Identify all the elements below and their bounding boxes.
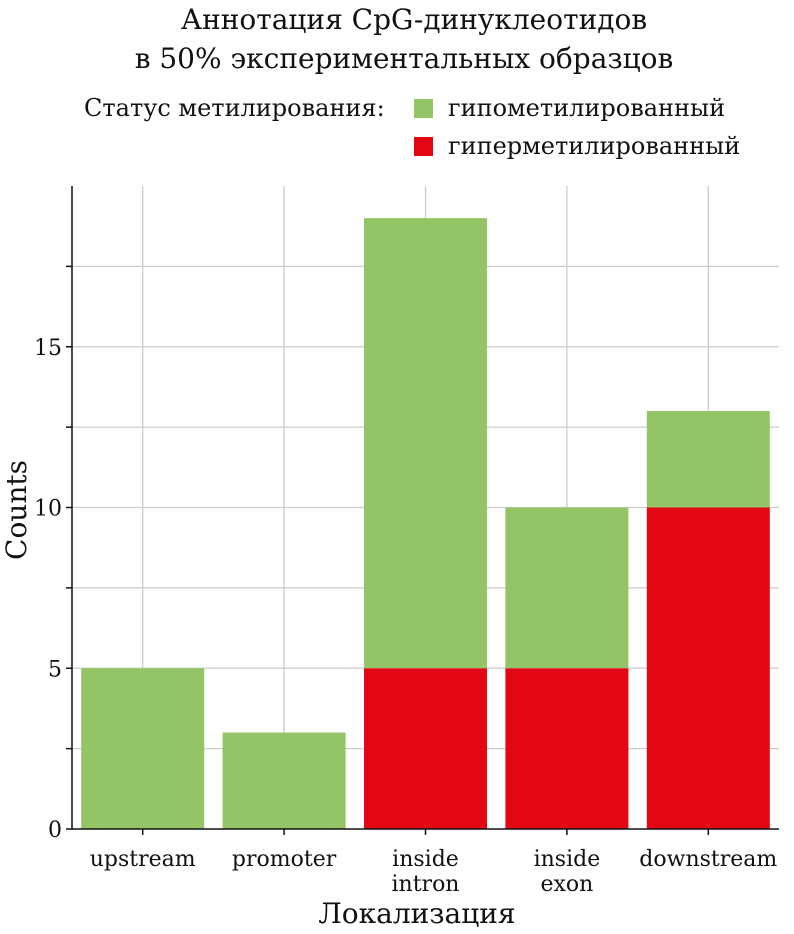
- x-tick-label: upstream: [90, 847, 196, 872]
- legend: Статус метилирования: гипометилированный…: [84, 94, 740, 160]
- y-tick-label: 0: [48, 818, 62, 843]
- bar-segment: [646, 411, 770, 508]
- bar-segment: [363, 218, 488, 669]
- y-tick-label: 15: [34, 336, 62, 361]
- legend-swatch: [414, 137, 433, 156]
- x-axis-title: Локализация: [318, 897, 515, 930]
- y-axis-title: Counts: [0, 460, 33, 560]
- legend-label: гиперметилированный: [448, 132, 740, 160]
- bars: [81, 218, 770, 829]
- bar-segment: [363, 668, 488, 829]
- bar-segment: [505, 507, 629, 669]
- chart-title: Аннотация CpG-динуклеотидов в 50% экспер…: [135, 3, 674, 75]
- y-tick-label: 5: [48, 657, 62, 682]
- legend-items: гипометилированный гиперметилированный: [414, 94, 740, 160]
- x-tick-label: downstream: [639, 847, 777, 872]
- y-tick-label: 10: [34, 497, 62, 522]
- legend-label: гипометилированный: [448, 94, 725, 122]
- chart-title-line-2: в 50% экспериментальных образцов: [135, 42, 674, 75]
- axes: 0 5 10 15 upstream promoter inside intron inside…: [34, 186, 779, 897]
- chart-title-line-1: Аннотация CpG-динуклеотидов: [181, 3, 647, 36]
- x-tick-label: inside intron: [392, 847, 460, 897]
- bar-segment: [646, 507, 770, 829]
- legend-swatch: [414, 99, 433, 118]
- bar-segment: [222, 732, 346, 829]
- x-tick-label: inside exon: [534, 847, 601, 897]
- bar-segment: [81, 668, 205, 829]
- x-tick-label: promoter: [232, 847, 337, 872]
- bar-segment: [505, 668, 629, 829]
- legend-title: Статус метилирования:: [84, 94, 385, 122]
